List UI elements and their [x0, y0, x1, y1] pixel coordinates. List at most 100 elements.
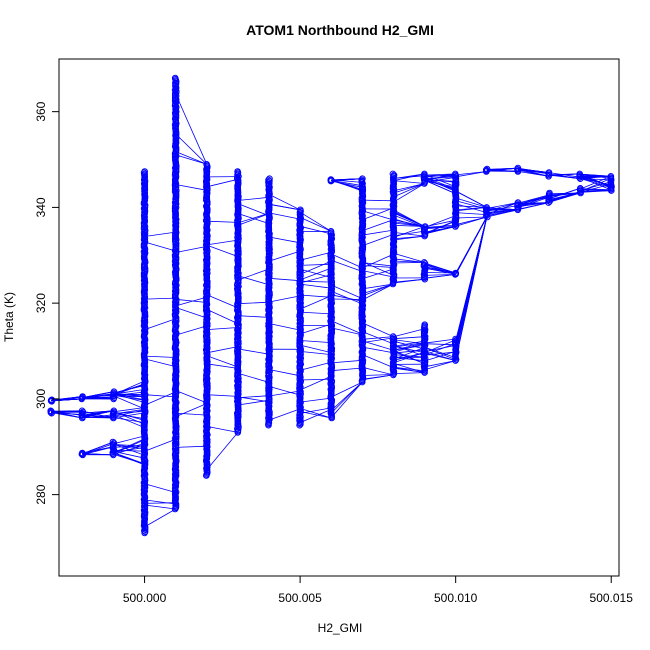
connector-line — [424, 274, 456, 279]
connector-line — [175, 390, 207, 404]
connector-line — [82, 391, 114, 398]
connector-line — [299, 267, 332, 281]
data-point — [421, 260, 429, 267]
connector-line — [268, 250, 301, 262]
connector-line — [175, 298, 207, 303]
data-point — [452, 269, 460, 277]
connector-line — [113, 384, 145, 394]
connector-line — [393, 230, 425, 237]
data-point — [141, 267, 149, 275]
connector-line — [580, 173, 612, 177]
connector-line — [206, 432, 239, 471]
data-point — [296, 384, 303, 392]
connector-line — [548, 192, 581, 202]
connector-line — [206, 394, 238, 397]
connector-line — [113, 452, 145, 466]
connector-line — [455, 203, 487, 213]
connector-line — [548, 192, 581, 197]
data-point — [204, 339, 211, 346]
data-point — [297, 206, 304, 214]
connector-line — [393, 345, 425, 353]
connector-line — [331, 320, 363, 335]
data-point — [452, 170, 459, 178]
data-point — [390, 336, 398, 344]
connector-line — [82, 446, 114, 454]
connector-line — [300, 397, 332, 403]
connector-line — [455, 216, 488, 341]
connector-line — [424, 338, 456, 344]
connector-line — [175, 93, 208, 165]
connector-line — [237, 399, 270, 406]
connector-line — [393, 183, 425, 198]
connector-line — [268, 277, 301, 282]
data-point — [204, 185, 211, 192]
connector-line — [268, 295, 301, 303]
connector-line — [144, 508, 176, 528]
connector-line — [517, 168, 550, 175]
data-point — [266, 175, 273, 182]
connector-line — [113, 443, 145, 456]
connector-line — [362, 366, 394, 376]
connector-line — [300, 407, 332, 414]
connector-line — [362, 199, 394, 202]
connector-line — [393, 226, 425, 238]
connector-line — [299, 211, 332, 232]
data-point — [328, 281, 336, 289]
connector-line — [299, 375, 332, 391]
data-point — [109, 441, 117, 448]
connector-line — [144, 358, 176, 367]
data-point — [297, 348, 304, 356]
connector-line — [206, 355, 239, 368]
connector-line — [455, 216, 488, 275]
plot-frame — [58, 58, 620, 577]
data-point — [48, 408, 55, 415]
connector-line — [393, 180, 425, 184]
connector-line — [393, 336, 425, 340]
data-point — [576, 170, 584, 178]
connector-line — [113, 452, 145, 465]
connector-line — [206, 178, 238, 188]
connector-line — [424, 215, 456, 228]
data-point — [545, 169, 553, 176]
connector-line — [300, 294, 332, 298]
connector-line — [82, 393, 114, 400]
data-point — [141, 528, 149, 536]
connector-line — [113, 409, 145, 417]
connector-line — [362, 283, 394, 295]
connector-line — [393, 352, 425, 364]
connector-line — [206, 220, 238, 223]
connector-line — [330, 381, 363, 418]
data-point — [235, 383, 242, 391]
plot-area — [47, 74, 615, 537]
connector-line — [300, 283, 332, 289]
data-point — [607, 173, 615, 180]
data-point — [483, 165, 491, 173]
connector-line — [393, 340, 425, 347]
connector-line — [424, 173, 456, 176]
data-point — [110, 388, 118, 396]
connector-line — [299, 251, 332, 261]
data-point — [389, 333, 397, 340]
connector-line — [455, 207, 487, 212]
connector-line — [237, 315, 270, 318]
connector-line — [113, 438, 145, 454]
connector-line — [175, 296, 207, 307]
connector-line — [424, 360, 456, 371]
connector-line — [175, 412, 207, 416]
connector-line — [206, 426, 238, 433]
connector-line — [517, 194, 550, 204]
connector-line — [331, 327, 363, 336]
connector-line — [393, 372, 425, 374]
connector-line — [362, 337, 394, 343]
data-point — [173, 88, 180, 95]
connector-line — [206, 327, 238, 330]
connector-line — [424, 179, 456, 194]
connector-line — [268, 323, 301, 331]
y-axis-label: Theta (K) — [2, 292, 16, 342]
connector-line — [300, 225, 332, 235]
connector-line — [362, 374, 394, 381]
connector-line — [268, 369, 301, 377]
x-tick-label: 500.000 — [123, 591, 167, 605]
connector-line — [362, 234, 394, 247]
